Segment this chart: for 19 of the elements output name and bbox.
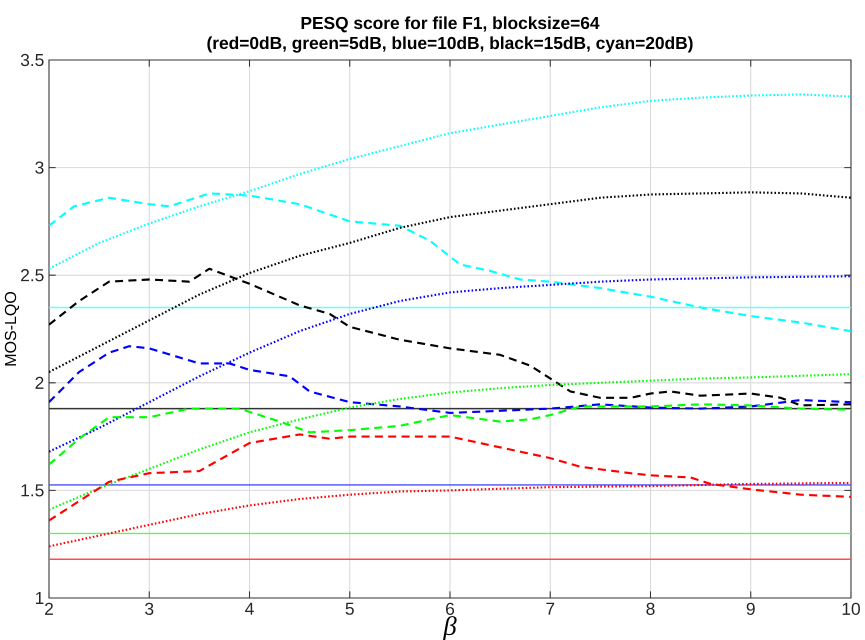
x-tick-label: 2 [45,602,53,615]
x-tick-label: 5 [346,602,354,615]
x-tick-label: 6 [446,602,454,615]
x-tick-label: 8 [646,602,655,615]
y-tick-label: 2 [36,376,44,389]
x-tick-label: 7 [546,602,554,615]
x-tick-label: 3 [145,602,154,615]
y-tick-label: 3 [35,161,44,174]
y-tick-label: 1.5 [22,484,44,496]
chart-subtitle: (red=0dB, green=5dB, blue=10dB, black=15dB, cyan=20dB) [207,36,693,53]
x-tick-label: 9 [746,602,755,615]
y-tick-label: 3.5 [20,54,44,66]
x-tick-label: 4 [245,602,254,615]
y-axis-title: MOS-LQO [4,292,20,366]
y-tick-label: 1 [36,592,44,604]
x-tick-label: 10 [842,602,860,615]
line-series [49,275,851,453]
chart-title: PESQ score for file F1, blocksize=64 [302,16,600,32]
y-tick-label: 2.5 [21,269,44,282]
